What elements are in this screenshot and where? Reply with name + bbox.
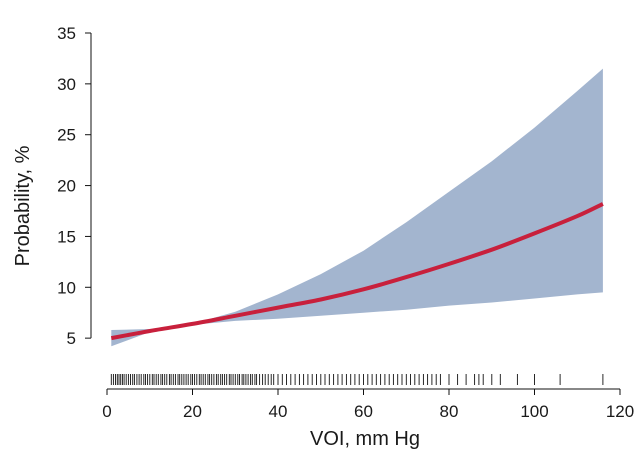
rug-layer: [110, 374, 604, 385]
y-tick-label: 5: [67, 329, 76, 348]
y-tick-label: 20: [57, 177, 76, 196]
confidence-band: [111, 68, 603, 347]
x-tick-label: 0: [102, 402, 111, 421]
confidence-band-layer: [111, 68, 603, 347]
y-tick-label: 35: [57, 24, 76, 43]
y-tick-label: 15: [57, 227, 76, 246]
estimate-line: [110, 202, 604, 341]
x-axis-title: VOI, mm Hg: [310, 428, 420, 450]
y-tick-label: 30: [57, 75, 76, 94]
x-tick-label: 20: [183, 402, 202, 421]
y-tick-label: 10: [57, 278, 76, 297]
y-tick-label: 25: [57, 126, 76, 145]
estimate-line-layer: [110, 202, 604, 341]
y-axis-title: Probability, %: [12, 145, 34, 266]
x-tick-label: 40: [269, 402, 288, 421]
x-tick-label: 120: [606, 402, 634, 421]
axes-layer: 5 10 15 20 25 30 35 0 20 40 60 80 100 120: [57, 24, 634, 421]
x-tick-label: 80: [440, 402, 459, 421]
x-tick-label: 100: [520, 402, 548, 421]
x-tick-label: 60: [354, 402, 373, 421]
